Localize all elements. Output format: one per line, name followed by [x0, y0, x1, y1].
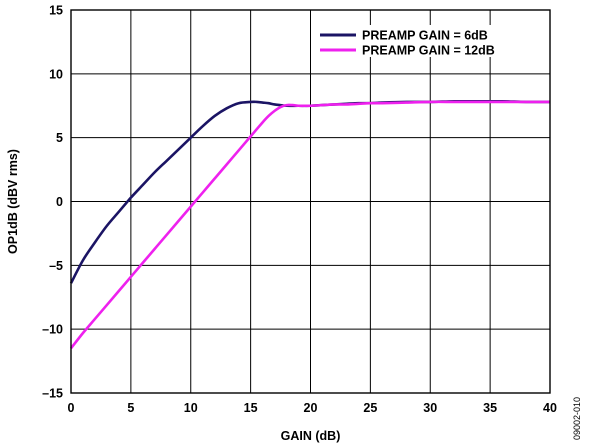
- y-axis-title: OP1dB (dBV rms): [6, 149, 20, 254]
- y-tick-label: –15: [42, 387, 63, 401]
- legend-label-preamp-6db: PREAMP GAIN = 6dB: [362, 29, 488, 43]
- y-tick-label: –5: [49, 259, 63, 273]
- plot-frame: [70, 9, 551, 394]
- x-tick-label: 0: [68, 401, 75, 415]
- y-tick-label: 10: [49, 67, 63, 81]
- grid-lines: [70, 9, 551, 394]
- legend-label-preamp-12db: PREAMP GAIN = 12dB: [362, 44, 495, 58]
- y-tick-label: –10: [42, 323, 63, 337]
- legend: PREAMP GAIN = 6dB PREAMP GAIN = 12dB: [312, 25, 544, 58]
- x-tick-label: 20: [304, 401, 318, 415]
- x-tick-label: 40: [543, 401, 557, 415]
- series-line-1: [69, 100, 550, 350]
- y-tick-labels: –15 –10 –5 0 5 10 15: [42, 4, 63, 401]
- y-tick-label: 15: [49, 4, 63, 18]
- legend-background: [312, 25, 544, 57]
- x-tick-label: 35: [483, 401, 497, 415]
- x-tick-label: 25: [363, 401, 377, 415]
- series-layer: [69, 99, 551, 350]
- x-tick-labels: 0 5 10 15 20 25 30 35 40: [68, 401, 557, 415]
- x-tick-label: 5: [127, 401, 134, 415]
- x-tick-label: 10: [184, 401, 198, 415]
- y-tick-label: 0: [56, 195, 63, 209]
- x-tick-label: 30: [423, 401, 437, 415]
- y-tick-label: 5: [56, 131, 63, 145]
- figure-id: 09002-010: [572, 397, 582, 440]
- x-axis-title: GAIN (dB): [281, 429, 341, 443]
- x-tick-label: 15: [244, 401, 258, 415]
